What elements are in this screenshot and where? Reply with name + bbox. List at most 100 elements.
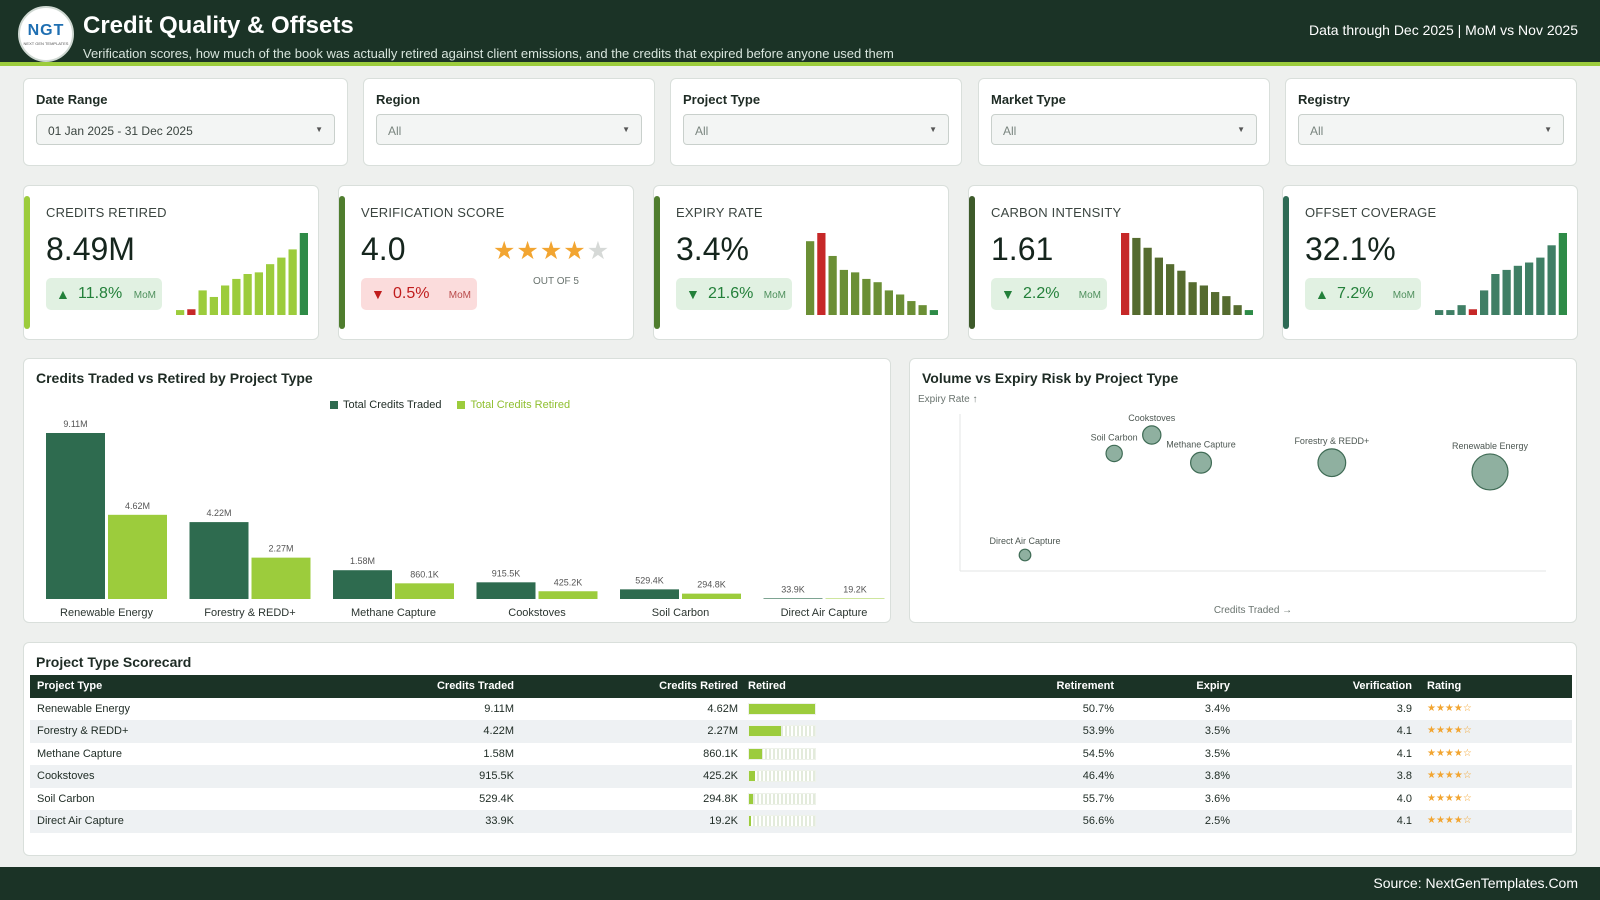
bar-retired[interactable] [251, 557, 311, 599]
x-axis-label: Credits Traded → [1214, 605, 1292, 616]
column-header-verification[interactable]: Verification [1352, 680, 1412, 692]
cell-retirement: 46.4% [1082, 770, 1114, 782]
cell-retirement: 54.5% [1082, 747, 1114, 760]
chevron-down-icon: ▼ [1544, 125, 1552, 134]
page-title: Credit Quality & Offsets [83, 12, 354, 39]
kpi-carbon-intensity: CARBON INTENSITY 1.61 ▼ 2.2% MoM [968, 185, 1264, 340]
bar-retired[interactable] [682, 593, 741, 599]
sparkline-bar [851, 272, 860, 315]
chevron-down-icon: ▼ [1237, 125, 1245, 134]
bar-traded[interactable] [189, 522, 249, 599]
cell-rating-stars: ★★★★☆ [1427, 770, 1472, 781]
bubble-point[interactable] [1142, 425, 1162, 445]
cell-credits-traded: 9.11M [484, 702, 514, 715]
bar-chart-panel: Credits Traded vs Retired by Project Typ… [23, 358, 891, 623]
bubble-point[interactable] [1190, 451, 1213, 474]
column-header-rating[interactable]: Rating [1427, 680, 1462, 692]
sparkline-bars [806, 233, 938, 315]
column-header-retirement[interactable]: Retirement [1056, 680, 1114, 692]
table-row[interactable]: Soil Carbon 529.4K 294.8K 55.7% 3.6% 4.0 ★★★★☆ [30, 788, 1572, 811]
company-logo: NGT NEXT GEN TEMPLATES [18, 6, 74, 62]
cell-rating-stars: ★★★★☆ [1427, 725, 1472, 736]
table-row[interactable]: Cookstoves 915.5K 425.2K 46.4% 3.8% 3.8 ★★★★☆ [30, 765, 1572, 788]
table-row[interactable]: Methane Capture 1.58M 860.1K 54.5% 3.5% 4.1 ★★… [30, 743, 1572, 766]
category-label: Cookstoves [508, 607, 566, 619]
cell-credits-traded: 1.58M [483, 747, 514, 760]
arrow-up-icon: ▲ [56, 286, 70, 302]
project-type-dropdown[interactable]: All ▼ [683, 114, 949, 145]
delta-value: 2.2% [1023, 285, 1060, 302]
column-header-retired[interactable]: Retired [748, 680, 786, 692]
arrow-up-icon: ▲ [1315, 286, 1329, 302]
sparkline-bar [1199, 285, 1208, 315]
bar-chart: 9.11M 4.62M Renewable Energy 4.22M 2.27M Fore… [46, 419, 885, 619]
sparkline-bar [1177, 270, 1186, 315]
kpi-delta-badge: ▼ 0.5% MoM [361, 278, 477, 310]
table-row[interactable]: Direct Air Capture 33.9K 19.2K 56.6% 2.5% 4.1… [30, 810, 1572, 833]
cell-expiry: 2.5% [1204, 815, 1230, 827]
kpi-value: 3.4% [676, 231, 749, 267]
kpi-accent-stripe [24, 196, 30, 329]
bar-value-label: 425.2K [554, 577, 583, 587]
bar-value-label: 33.9K [781, 584, 805, 594]
chevron-down-icon: ▼ [929, 125, 937, 134]
kpi-delta-badge: ▼ 21.6% MoM [676, 278, 792, 310]
bar-retired[interactable] [108, 514, 167, 599]
bar-traded[interactable] [476, 582, 536, 599]
sparkline-bar [1188, 282, 1197, 315]
legend-item-retired[interactable]: Total Credits Retired [457, 399, 570, 411]
scatter-chart: Expiry Rate ↑ Credits Traded → Renewable E… [918, 394, 1546, 616]
kpi-expiry-rate: EXPIRY RATE 3.4% ▼ 21.6% MoM [653, 185, 949, 340]
sparkline-bar [839, 269, 848, 315]
legend-swatch [330, 401, 338, 409]
bar-traded[interactable] [763, 598, 823, 599]
sparkline-bar [1502, 269, 1511, 315]
category-label: Soil Carbon [652, 607, 709, 619]
sparkline-bar [1513, 265, 1522, 315]
bubble-point[interactable] [1471, 453, 1509, 491]
column-header-credits-traded[interactable]: Credits Traded [436, 680, 514, 692]
sparkline-bar [209, 296, 218, 315]
column-header-project-type[interactable]: Project Type [37, 680, 103, 692]
sparkline-bar [1525, 262, 1534, 315]
bar-traded[interactable] [46, 433, 105, 599]
cell-credits-traded: 33.9K [485, 815, 514, 827]
retired-bar-fill [749, 726, 782, 736]
bubble-point[interactable] [1105, 444, 1123, 463]
cell-verification: 4.0 [1396, 792, 1412, 805]
table-row[interactable]: Renewable Energy 9.11M 4.62M 50.7% 3.4% 3.9 ★★… [30, 698, 1572, 721]
cell-credits-retired: 19.2K [709, 815, 738, 827]
legend-item-traded[interactable]: Total Credits Traded [330, 399, 441, 411]
kpi-credits-retired: CREDITS RETIRED 8.49M ▲ 11.8% MoM [23, 185, 319, 340]
sparkline-bar [1166, 264, 1175, 315]
date-range-dropdown[interactable]: 01 Jan 2025 - 31 Dec 2025 ▼ [36, 114, 335, 145]
filter-date-range: Date Range 01 Jan 2025 - 31 Dec 2025 ▼ [23, 78, 348, 166]
region-dropdown[interactable]: All ▼ [376, 114, 642, 145]
bar-traded[interactable] [620, 589, 679, 599]
bubble-point[interactable] [1317, 448, 1347, 478]
delta-value: 0.5% [393, 285, 430, 302]
bar-traded[interactable] [333, 570, 392, 599]
table-row[interactable]: Forestry & REDD+ 4.22M 2.27M 53.9% 3.5% 4.1 ★★… [30, 720, 1572, 743]
star-filled-icon: ★ [539, 237, 564, 265]
cell-credits-traded: 529.4K [479, 792, 514, 805]
sparkline-bar [817, 233, 826, 315]
registry-dropdown[interactable]: All ▼ [1298, 114, 1564, 145]
cell-project-type: Cookstoves [37, 770, 95, 782]
kpi-delta-badge: ▼ 2.2% MoM [991, 278, 1107, 310]
column-header-credits-retired[interactable]: Credits Retired [659, 680, 738, 692]
sparkline-bar [873, 282, 882, 315]
sparkline-bar [1480, 290, 1489, 315]
filter-region: Region All ▼ [363, 78, 655, 166]
market-type-dropdown[interactable]: All ▼ [991, 114, 1257, 145]
column-header-expiry[interactable]: Expiry [1196, 680, 1230, 692]
bar-retired[interactable] [395, 583, 454, 599]
bubble-point[interactable] [1018, 548, 1032, 562]
cell-retirement: 50.7% [1082, 702, 1114, 715]
header-bar: NGT NEXT GEN TEMPLATES Credit Quality & … [0, 0, 1600, 66]
retired-bar-track [748, 747, 816, 760]
bar-retired[interactable] [825, 598, 885, 600]
table-header-row: Project Type Credits Traded Credits Reti… [30, 675, 1572, 698]
bubble-label: Forestry & REDD+ [1294, 436, 1369, 446]
bar-retired[interactable] [538, 591, 598, 599]
